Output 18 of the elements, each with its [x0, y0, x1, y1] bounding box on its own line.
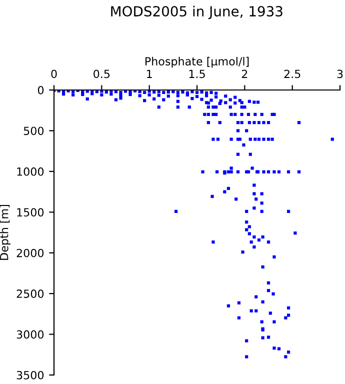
- y-axis-title: Depth [m]: [0, 205, 10, 260]
- y-tick-label: 1000: [17, 167, 44, 176]
- x-tick-label: 2: [242, 70, 248, 78]
- x-tick-label: 1: [147, 70, 152, 78]
- y-tick-label: 2000: [16, 248, 44, 258]
- y-tick-label: 3500: [16, 370, 44, 380]
- x-tick-label: 1.5: [189, 70, 205, 78]
- y-tick-label: 1500: [17, 208, 44, 217]
- y-tick-label: 0: [38, 86, 44, 94]
- y-tick-label: 3000: [16, 330, 44, 339]
- x-tick-label: 0.5: [94, 70, 110, 78]
- y-tick-label: 500: [24, 126, 44, 136]
- x-tick-label: 2.5: [284, 70, 300, 78]
- x-axis-title: Phosphate [µmol/l]: [145, 56, 249, 68]
- x-tick-label: 0: [51, 70, 57, 78]
- x-tick-label: 3: [337, 70, 343, 78]
- y-tick-label: 2500: [16, 290, 44, 298]
- chart-title: MODS2005 in June, 1933: [111, 6, 282, 20]
